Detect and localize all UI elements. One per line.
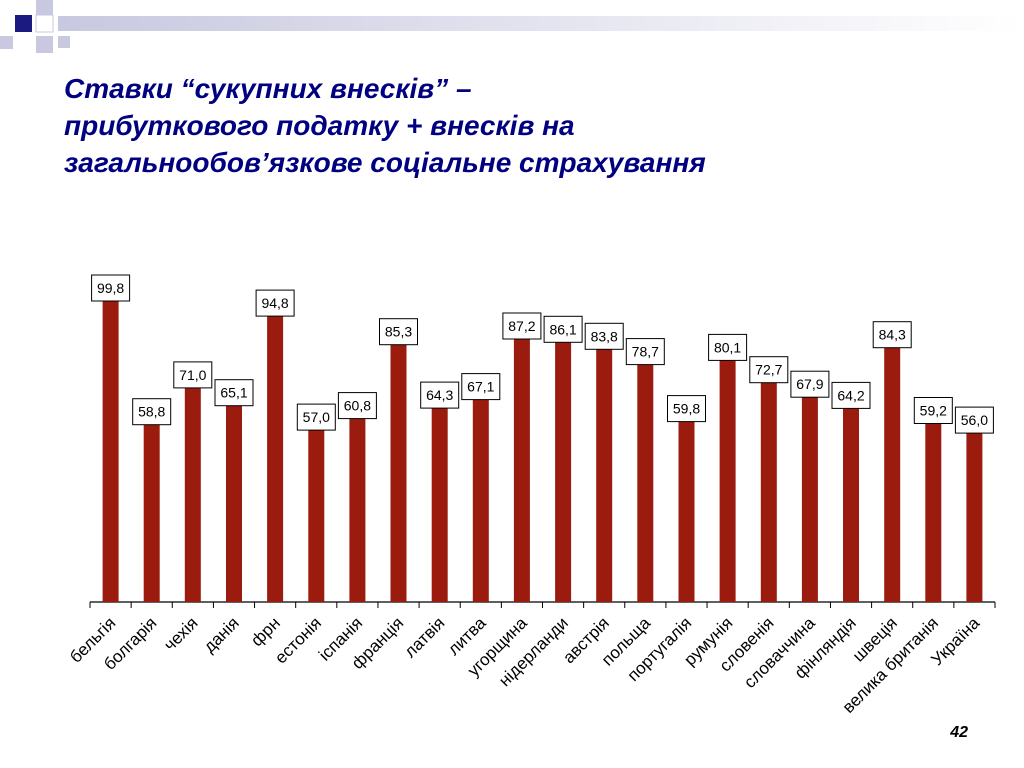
data-label: 57,0 bbox=[303, 409, 330, 425]
data-label-box bbox=[132, 398, 172, 426]
bar bbox=[513, 339, 530, 602]
bar bbox=[267, 316, 284, 602]
bar bbox=[143, 424, 160, 602]
data-label: 85,3 bbox=[385, 324, 412, 340]
bar bbox=[308, 430, 325, 602]
decoration-square bbox=[36, 0, 53, 17]
data-label: 84,3 bbox=[879, 327, 906, 343]
bar bbox=[925, 423, 942, 602]
data-label: 80,1 bbox=[714, 339, 741, 355]
data-label: 72,7 bbox=[755, 362, 782, 378]
bar bbox=[760, 382, 777, 602]
category-label: латвія bbox=[401, 613, 449, 661]
page-number: 42 bbox=[950, 724, 968, 741]
data-label-box bbox=[790, 370, 830, 398]
decoration-band bbox=[58, 16, 1024, 31]
data-label: 99,8 bbox=[97, 280, 124, 296]
slide-title: Ставки “сукупних внесків” – прибуткового… bbox=[64, 70, 964, 181]
data-label: 64,2 bbox=[837, 387, 864, 403]
data-label: 67,1 bbox=[467, 379, 494, 395]
data-label-box bbox=[461, 373, 501, 401]
data-label: 64,3 bbox=[426, 387, 453, 403]
data-label-box bbox=[214, 379, 254, 407]
bar bbox=[719, 360, 736, 602]
bar bbox=[884, 347, 901, 602]
data-label: 65,1 bbox=[220, 385, 247, 401]
data-label: 71,0 bbox=[179, 367, 206, 383]
bar bbox=[555, 342, 572, 602]
data-label-box bbox=[954, 406, 994, 434]
bar bbox=[966, 433, 983, 602]
data-label-box bbox=[584, 322, 624, 350]
data-label-box bbox=[543, 315, 583, 343]
data-label-box bbox=[831, 381, 871, 409]
title-line-1: Ставки “сукупних внесків” – bbox=[64, 73, 472, 104]
data-label-box bbox=[296, 403, 336, 431]
data-label-box bbox=[667, 395, 706, 423]
bar bbox=[390, 344, 407, 602]
data-label-box bbox=[420, 381, 460, 409]
data-label: 94,8 bbox=[261, 295, 288, 311]
bar bbox=[801, 397, 818, 602]
bar bbox=[678, 421, 695, 602]
title-line-2: прибуткового податку + внесків на bbox=[64, 110, 575, 141]
data-label: 58,8 bbox=[138, 404, 165, 420]
bar bbox=[102, 301, 119, 602]
decoration-square bbox=[0, 36, 13, 49]
category-label: чехія bbox=[160, 613, 201, 654]
data-label: 60,8 bbox=[344, 398, 371, 414]
bar bbox=[637, 364, 654, 602]
data-label-box bbox=[913, 397, 953, 424]
bar bbox=[349, 418, 366, 602]
corner-decoration bbox=[0, 0, 1024, 53]
data-label-box bbox=[872, 321, 912, 349]
title-line-3: загальнообов’язкове соціальне страхуванн… bbox=[64, 147, 706, 178]
decoration-square bbox=[35, 14, 54, 33]
bar bbox=[184, 387, 201, 602]
category-label: фрн bbox=[247, 613, 284, 650]
data-label: 56,0 bbox=[961, 412, 988, 428]
data-label: 67,9 bbox=[796, 376, 823, 392]
decoration-square bbox=[15, 15, 32, 32]
data-label-box bbox=[91, 274, 131, 302]
bar bbox=[226, 405, 242, 602]
data-label: 59,2 bbox=[920, 403, 947, 419]
data-label: 86,1 bbox=[549, 321, 576, 337]
data-label-box bbox=[379, 318, 418, 346]
data-label-box bbox=[173, 361, 213, 389]
data-label: 78,7 bbox=[632, 344, 659, 360]
data-label-box bbox=[502, 312, 542, 340]
decoration-square bbox=[36, 36, 53, 53]
category-label: данія bbox=[200, 613, 243, 656]
data-label-box bbox=[337, 392, 377, 420]
data-label-box bbox=[625, 338, 665, 366]
data-label: 87,2 bbox=[508, 318, 535, 334]
data-label-box bbox=[708, 333, 748, 361]
data-label: 59,8 bbox=[673, 401, 700, 417]
bar bbox=[843, 408, 859, 602]
decoration-square bbox=[58, 36, 70, 48]
data-label-box bbox=[255, 289, 295, 317]
bar bbox=[431, 408, 448, 602]
bar bbox=[596, 349, 613, 602]
bar bbox=[472, 399, 489, 602]
category-label: естонія bbox=[271, 613, 325, 667]
data-label: 83,8 bbox=[591, 328, 618, 344]
data-label-box bbox=[749, 356, 789, 384]
